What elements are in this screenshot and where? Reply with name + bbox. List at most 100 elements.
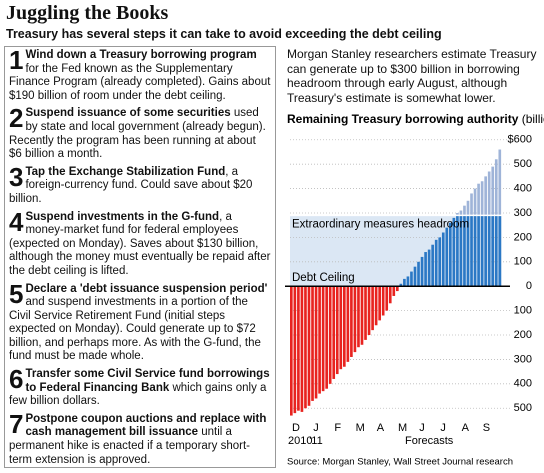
bar — [321, 286, 325, 392]
bar — [367, 286, 371, 336]
bar — [431, 244, 434, 287]
bar — [494, 159, 498, 287]
bar — [311, 286, 314, 401]
bar — [491, 166, 495, 287]
bar — [293, 286, 297, 414]
year-label: 2010 — [288, 435, 312, 447]
bar — [480, 181, 484, 287]
step-heading: Suspend issuance of some securities — [25, 107, 231, 120]
x-tick-label: S — [483, 422, 490, 434]
step-text: until a permanent hike is enacted if a t… — [9, 426, 250, 466]
step-heading: Tap the Exchange Stabilization Fund — [25, 165, 226, 178]
bar — [434, 239, 438, 287]
x-tick-label: M — [356, 422, 365, 434]
y-tick-label: 300 — [514, 207, 532, 219]
num: 4 — [9, 206, 24, 237]
bar — [378, 286, 381, 321]
bar — [314, 286, 318, 399]
headroom-label: Extraordinary measures headroom — [292, 218, 469, 230]
num: 6 — [9, 364, 24, 395]
bar — [328, 286, 332, 384]
bar — [353, 286, 357, 353]
x-tick-label: J — [313, 422, 319, 434]
y-tick-label: $600 — [508, 134, 532, 146]
bar — [364, 286, 367, 340]
bar — [456, 212, 459, 287]
bar — [413, 266, 417, 287]
bar — [307, 286, 311, 406]
step-heading: Transfer some Civil Service fund borrowi… — [25, 368, 270, 394]
bar — [371, 286, 374, 331]
y-tick-label: 0 — [526, 280, 532, 292]
chart-title-text: Remaining Treasury borrowing authority — [287, 112, 519, 126]
bar — [445, 227, 449, 287]
step-heading: Wind down a Treasury borrowing program — [25, 49, 257, 61]
step-heading: Postpone coupon auctions and replace wit… — [25, 412, 267, 439]
bar — [374, 286, 378, 326]
bar — [459, 210, 463, 287]
step: 1 Wind down a Treasury borrowing program … — [9, 47, 271, 103]
bar — [427, 249, 431, 287]
bar — [332, 286, 336, 379]
bar — [357, 286, 360, 348]
num: 5 — [9, 278, 24, 309]
bar — [463, 205, 466, 287]
bar — [360, 286, 364, 345]
x-tick-label: J — [419, 422, 425, 434]
bar — [318, 286, 321, 394]
step-text: , a foreign-currency fund. Could save ab… — [9, 165, 253, 205]
x-tick-label: D — [292, 422, 300, 434]
step: 5 Declare a 'debt issuance suspension per… — [9, 278, 271, 365]
bar — [346, 286, 350, 362]
num: 2 — [9, 103, 24, 134]
y-tick-label: 500 — [514, 402, 532, 414]
bar — [473, 188, 477, 287]
bar — [335, 286, 339, 375]
bar — [470, 193, 473, 287]
chart-title: Remaining Treasury borrowing authority (… — [287, 112, 544, 126]
step-text: for the Fed known as the Supplementary F… — [9, 62, 271, 102]
bar — [484, 176, 487, 287]
bar — [297, 286, 300, 411]
bar — [441, 232, 445, 287]
bar — [350, 286, 353, 357]
bar — [498, 149, 502, 287]
bar — [304, 286, 307, 409]
step: 6 Transfer some Civil Service fund borrow… — [9, 364, 271, 409]
x-tick-label: A — [377, 422, 385, 434]
x-tick-label: J — [440, 422, 446, 434]
step-text: and suspend investments in a portion of … — [9, 296, 261, 363]
bar — [339, 286, 343, 370]
bar — [381, 286, 385, 316]
step: 4 Suspend investments in the G-fund, a mo… — [9, 206, 271, 279]
bar — [325, 286, 328, 389]
y-tick-label: 100 — [514, 305, 532, 317]
bar — [438, 237, 442, 287]
bar — [403, 278, 406, 287]
x-tick-label: F — [334, 422, 341, 434]
num: 7 — [9, 408, 24, 439]
bar — [396, 286, 399, 292]
step-heading: Suspend investments in the G-fund — [25, 210, 220, 223]
forecast-label: Forecasts — [405, 435, 454, 447]
y-tick-label: 200 — [514, 231, 532, 243]
bar — [452, 217, 456, 287]
steps-box: 1 Wind down a Treasury borrowing program … — [4, 46, 276, 468]
step-text: , a money-market fund for federal employ… — [9, 210, 271, 277]
y-tick-label: 100 — [514, 256, 532, 268]
step-text: used by state and local government (alre… — [9, 107, 266, 161]
step: 3 Tap the Exchange Stabilization Fund, a … — [9, 161, 271, 207]
bar — [487, 171, 491, 287]
y-tick-label: 400 — [514, 182, 532, 194]
bar — [343, 286, 346, 367]
intro: Morgan Stanley researchers estimate Trea… — [287, 47, 537, 105]
num: 3 — [9, 161, 24, 192]
bar — [466, 200, 470, 287]
x-tick-label: M — [398, 422, 407, 434]
y-tick-label: 200 — [514, 329, 532, 341]
step-heading: Declare a 'debt issuance suspension peri… — [25, 282, 268, 295]
source: Source: Morgan Stanley, Wall Street Jour… — [287, 457, 513, 468]
year-label: '11 — [309, 435, 323, 447]
